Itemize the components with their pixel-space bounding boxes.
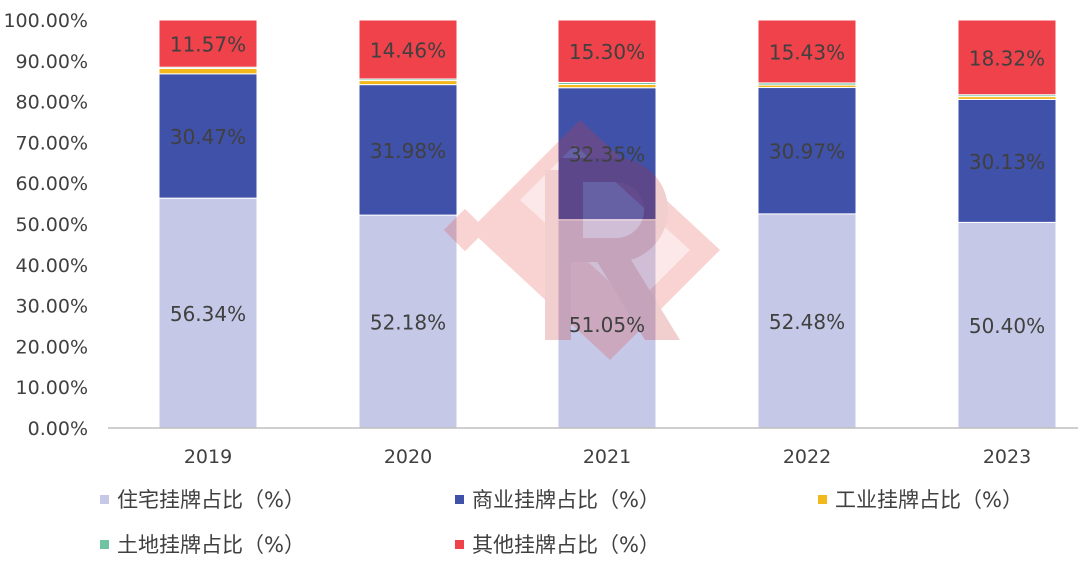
y-tick-label: 40.00% bbox=[16, 255, 88, 277]
x-tick-label: 2019 bbox=[184, 446, 232, 468]
data-label: 14.46% bbox=[370, 38, 446, 62]
bar-segment bbox=[757, 19, 857, 84]
data-label: 52.18% bbox=[370, 311, 446, 335]
x-tick-label: 2022 bbox=[783, 446, 831, 468]
stacked-bar-chart: 56.34% 30.47% 11.57% 52.18% 31.98% 14.46% 51.0… bbox=[3, 10, 1078, 468]
data-label: 56.34% bbox=[170, 302, 246, 326]
x-axis-ticks: 2019 2020 2021 2022 2023 bbox=[184, 446, 1031, 468]
bars-layer bbox=[158, 19, 1057, 429]
legend-label: 其他挂牌占比（%） bbox=[472, 533, 660, 557]
bar-segment bbox=[757, 213, 857, 429]
y-tick-label: 0.00% bbox=[28, 418, 88, 440]
legend-label: 土地挂牌占比（%） bbox=[117, 533, 305, 557]
data-label: 11.57% bbox=[170, 33, 246, 57]
data-label: 15.43% bbox=[769, 40, 845, 64]
bar-segment bbox=[158, 73, 258, 199]
legend-label: 住宅挂牌占比（%） bbox=[117, 488, 305, 512]
watermark-logo bbox=[443, 120, 720, 360]
bar-segment bbox=[358, 80, 458, 86]
bar-segment bbox=[957, 221, 1057, 429]
y-tick-label: 30.00% bbox=[16, 296, 88, 318]
y-tick-label: 100.00% bbox=[3, 10, 88, 32]
y-tick-label: 90.00% bbox=[16, 51, 88, 73]
data-label: 15.30% bbox=[569, 40, 645, 64]
data-label: 32.35% bbox=[569, 143, 645, 167]
y-tick-label: 60.00% bbox=[16, 173, 88, 195]
data-label: 51.05% bbox=[569, 313, 645, 337]
y-tick-label: 50.00% bbox=[16, 214, 88, 236]
legend-item: 其他挂牌占比（%） bbox=[455, 529, 660, 559]
bar-segment bbox=[557, 19, 657, 83]
legend-swatch bbox=[455, 494, 464, 504]
legend-item: 土地挂牌占比（%） bbox=[100, 529, 305, 559]
data-label: 31.98% bbox=[370, 139, 446, 163]
y-axis-ticks: 0.00% 10.00% 20.00% 30.00% 40.00% 50.00% 60.00… bbox=[3, 10, 88, 440]
legend-item: 商业挂牌占比（%） bbox=[455, 484, 660, 514]
x-tick-label: 2020 bbox=[384, 446, 432, 468]
data-labels-layer: 56.34% 30.47% 11.57% 52.18% 31.98% 14.46% 51.0… bbox=[170, 33, 1045, 339]
bar-segment bbox=[158, 19, 258, 68]
legend-label: 商业挂牌占比（%） bbox=[472, 488, 660, 512]
y-tick-label: 10.00% bbox=[16, 377, 88, 399]
data-label: 18.32% bbox=[969, 46, 1045, 70]
bar-segment bbox=[957, 98, 1057, 223]
bar-segment bbox=[158, 68, 258, 75]
bar-segment bbox=[358, 19, 458, 80]
bar-segment bbox=[158, 197, 258, 429]
x-tick-label: 2023 bbox=[983, 446, 1031, 468]
legend-swatch bbox=[100, 494, 109, 504]
bar-segment bbox=[757, 87, 857, 215]
data-label: 52.48% bbox=[769, 310, 845, 334]
data-label: 50.40% bbox=[969, 314, 1045, 338]
bar-segment bbox=[957, 19, 1057, 96]
legend-swatch bbox=[455, 539, 464, 549]
legend-swatch bbox=[818, 494, 827, 504]
bar-segment bbox=[557, 219, 657, 429]
x-tick-label: 2021 bbox=[583, 446, 631, 468]
legend-item: 住宅挂牌占比（%） bbox=[100, 484, 305, 514]
bar-segment bbox=[557, 87, 657, 221]
legend-item: 工业挂牌占比（%） bbox=[818, 484, 1023, 514]
y-tick-label: 80.00% bbox=[16, 92, 88, 114]
y-tick-label: 20.00% bbox=[16, 336, 88, 358]
data-label: 30.47% bbox=[170, 125, 246, 149]
bar-segment bbox=[358, 214, 458, 429]
legend-label: 工业挂牌占比（%） bbox=[835, 488, 1023, 512]
data-label: 30.13% bbox=[969, 150, 1045, 174]
data-label: 30.97% bbox=[769, 140, 845, 164]
legend-swatch bbox=[100, 539, 109, 549]
y-tick-label: 70.00% bbox=[16, 132, 88, 154]
